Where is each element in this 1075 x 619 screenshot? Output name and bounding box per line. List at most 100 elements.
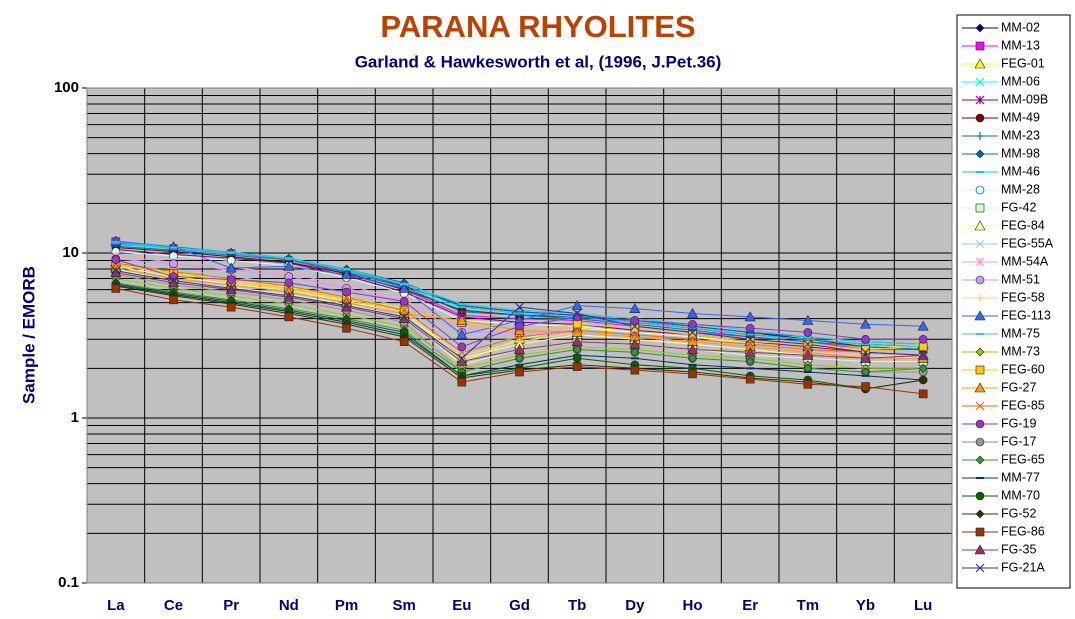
data-point <box>918 389 928 399</box>
data-point <box>456 329 468 339</box>
data-point <box>803 380 813 389</box>
legend-label: FEG-84 <box>1001 218 1045 232</box>
legend-marker <box>975 437 985 447</box>
data-point <box>167 241 180 252</box>
data-point <box>515 353 524 363</box>
x-tick-label: Lu <box>914 597 932 614</box>
data-point <box>399 337 409 347</box>
data-point <box>630 316 640 325</box>
data-point <box>571 299 583 310</box>
x-tick-label: Er <box>742 597 758 614</box>
legend-marker <box>975 419 985 429</box>
data-point <box>803 328 813 337</box>
data-point <box>515 332 524 342</box>
x-tick-label: La <box>107 597 125 614</box>
legend-label: MM-06 <box>1001 74 1040 88</box>
y-tick-label: 0.1 <box>58 574 79 591</box>
data-point <box>284 278 294 288</box>
legend-label: FEG-85 <box>1001 398 1045 412</box>
x-tick-label: Nd <box>279 597 299 614</box>
legend-label: FEG-113 <box>1001 308 1051 322</box>
legend-marker <box>974 544 986 555</box>
legend-label: FEG-65 <box>1001 452 1045 466</box>
legend-marker <box>974 58 986 69</box>
data-point <box>572 309 582 318</box>
y-axis-label: Sample / EMORB <box>19 266 38 404</box>
data-point <box>399 312 409 322</box>
x-tick-label: Dy <box>625 597 645 614</box>
legend-label: MM-09B <box>1001 92 1048 106</box>
data-point <box>111 255 121 265</box>
data-point <box>686 307 699 318</box>
legend-marker <box>975 239 985 249</box>
data-point <box>802 314 814 325</box>
chart-subtitle: Garland & Hawkesworth et al, (1996, J.Pe… <box>355 52 722 71</box>
data-point <box>398 313 410 323</box>
x-tick-label: Yb <box>856 597 875 614</box>
legend-marker <box>974 382 986 393</box>
legend-label: MM-49 <box>1001 110 1040 124</box>
data-point <box>917 320 929 331</box>
data-point <box>571 336 583 347</box>
y-tick-label: 10 <box>62 244 79 261</box>
x-tick-label: Pr <box>223 597 239 614</box>
data-point <box>283 260 295 271</box>
data-point <box>744 346 756 357</box>
x-tick-label: Ho <box>683 597 703 614</box>
y-tick-label: 1 <box>71 409 79 426</box>
legend-marker <box>974 220 986 231</box>
data-point <box>918 363 928 373</box>
legend-label: FG-35 <box>1001 542 1036 556</box>
data-point <box>515 302 524 312</box>
legend-marker <box>976 294 984 302</box>
legend-label: FEG-58 <box>1001 290 1045 304</box>
data-point <box>225 262 237 273</box>
data-point <box>688 328 697 337</box>
data-point <box>918 375 928 385</box>
data-point <box>169 276 178 286</box>
data-point <box>456 314 468 325</box>
legend-label: MM-13 <box>1001 38 1040 52</box>
legend-label: FEG-60 <box>1001 362 1045 376</box>
data-point <box>342 287 351 297</box>
data-point <box>167 277 180 288</box>
data-point <box>457 342 467 352</box>
x-tick-label: Gd <box>509 597 530 614</box>
data-point <box>688 334 697 344</box>
legend-marker <box>975 455 985 465</box>
legend-marker <box>975 149 985 159</box>
data-point <box>515 367 524 377</box>
data-point <box>745 323 755 333</box>
data-point <box>342 301 351 311</box>
data-point <box>686 343 699 354</box>
legend-label: FEG-01 <box>1001 56 1045 70</box>
data-point <box>630 321 640 331</box>
x-tick-label: Eu <box>452 597 471 614</box>
data-point <box>169 295 178 305</box>
legend-label: MM-73 <box>1001 344 1040 358</box>
legend-marker <box>975 23 985 33</box>
legend-label: MM-98 <box>1001 146 1040 160</box>
data-point <box>861 347 870 357</box>
data-point <box>803 339 813 349</box>
data-point <box>226 275 236 284</box>
legend-label: MM-75 <box>1001 326 1040 340</box>
data-point <box>169 259 178 269</box>
legend-label: MM-28 <box>1001 182 1040 196</box>
data-point <box>745 357 755 366</box>
data-point <box>572 362 582 371</box>
legend-marker <box>976 132 984 140</box>
data-point <box>745 334 755 344</box>
data-point <box>745 374 755 384</box>
legend-label: FEG-86 <box>1001 524 1045 538</box>
legend-label: FG-21A <box>1001 560 1045 574</box>
legend-marker <box>975 509 985 519</box>
legend-marker <box>975 365 985 375</box>
data-point <box>918 342 928 352</box>
data-point <box>457 353 467 363</box>
data-point <box>861 334 870 344</box>
x-tick-label: Tm <box>797 597 820 614</box>
legend <box>956 14 1071 589</box>
legend-marker <box>975 41 985 51</box>
